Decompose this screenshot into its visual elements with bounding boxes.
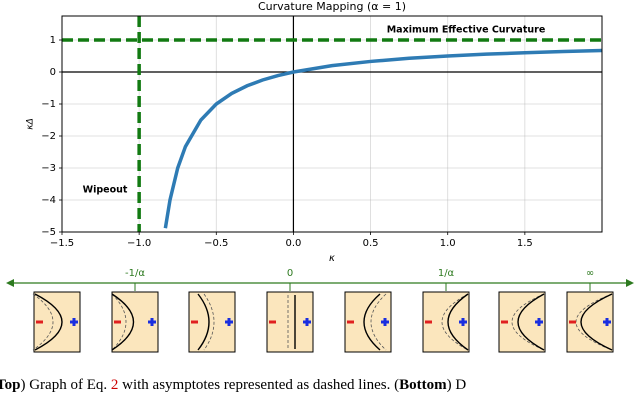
solid-boundary	[517, 293, 545, 351]
y-tick-label: 0	[50, 67, 56, 78]
arrowhead	[6, 279, 14, 287]
x-axis-label: κ	[329, 253, 335, 264]
minus-sign	[269, 320, 276, 324]
y-axis-label: κΔ	[26, 118, 36, 129]
plus-sign	[537, 318, 541, 326]
plot-area: −1.5 −1.0 −0.5 0.0 0.5 1.0 1.5 −5 −4 −3 −2 −1 0 1 Maxi…	[41, 15, 603, 249]
dashed-boundary	[32, 293, 54, 351]
minus-sign	[569, 320, 576, 324]
diagram-tick-label: 1/α	[438, 268, 455, 279]
plus-sign	[227, 318, 231, 326]
arrowhead	[626, 279, 634, 287]
curvature-diagram: -1/α 0 1/α ∞	[6, 268, 634, 353]
data-line	[163, 48, 602, 229]
x-tick-label: −1.0	[127, 238, 151, 249]
caption: Top) Graph of Eq. 2 with asymptotes repr…	[0, 377, 466, 393]
caption-part: Bottom	[399, 377, 447, 393]
x-tick-label: 0.0	[285, 238, 301, 249]
minus-sign	[114, 320, 121, 324]
y-tick-label: −3	[41, 163, 56, 174]
minus-sign	[425, 320, 432, 324]
solid-boundary	[197, 293, 210, 351]
y-tick-label: 1	[50, 35, 56, 46]
solid-boundary	[363, 293, 381, 351]
dashed-boundary	[370, 293, 387, 351]
solid-boundary	[580, 293, 613, 351]
dashed-boundary	[111, 293, 127, 351]
plot-frame	[61, 15, 603, 233]
y-tick-label: −2	[41, 131, 56, 142]
solid-boundary	[111, 293, 135, 351]
plus-sign	[461, 318, 465, 326]
x-tick-label: −1.5	[50, 238, 74, 249]
annotation: Wipeout	[83, 185, 128, 196]
y-tick-label: −1	[41, 99, 56, 110]
y-tick-label: −5	[41, 227, 56, 238]
x-tick-label: −0.5	[204, 238, 228, 249]
plus-sign	[150, 318, 154, 326]
x-tick-label: 1.5	[517, 238, 533, 249]
minus-sign	[36, 320, 43, 324]
plus-sign	[605, 318, 609, 326]
dashed-boundary	[511, 293, 545, 351]
caption-part: ) D	[447, 377, 467, 393]
plus-sign	[305, 318, 309, 326]
plus-sign	[72, 318, 76, 326]
caption-part: with asymptotes represented as dashed li…	[118, 377, 399, 393]
diagram-tick-label: ∞	[586, 268, 594, 279]
caption-part: 2	[111, 377, 119, 393]
solid-boundary	[447, 293, 469, 351]
annotation: Maximum Effective Curvature	[387, 25, 546, 36]
y-tick-label: −4	[41, 195, 56, 206]
plus-sign	[383, 318, 387, 326]
caption-part: Top	[0, 377, 20, 393]
dashed-boundary	[203, 293, 215, 351]
diagram-tick-label: 0	[287, 268, 293, 279]
x-tick-label: 1.0	[440, 238, 456, 249]
x-tick-label: 0.5	[363, 238, 379, 249]
chart-title: Curvature Mapping (α = 1)	[258, 0, 406, 13]
solid-boundary	[34, 293, 63, 351]
minus-sign	[191, 320, 198, 324]
minus-sign	[347, 320, 354, 324]
minus-sign	[501, 320, 508, 324]
caption-part: ) Graph of Eq.	[20, 377, 110, 393]
dashed-boundary	[441, 293, 469, 351]
diagram-tick-label: -1/α	[125, 268, 145, 279]
